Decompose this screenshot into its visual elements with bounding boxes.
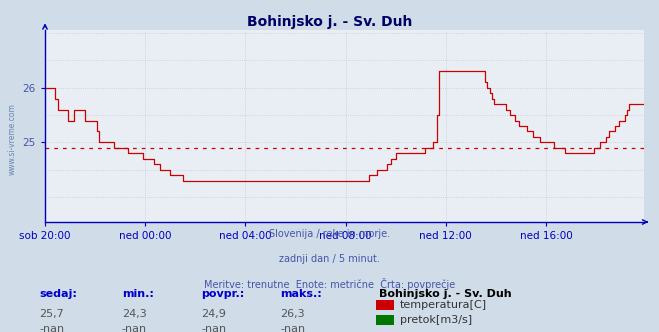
Text: -nan: -nan: [122, 324, 147, 332]
Text: 24,9: 24,9: [201, 309, 226, 319]
Text: Bohinjsko j. - Sv. Duh: Bohinjsko j. - Sv. Duh: [379, 289, 511, 299]
Text: 25,7: 25,7: [40, 309, 65, 319]
Text: sedaj:: sedaj:: [40, 289, 77, 299]
Text: maks.:: maks.:: [280, 289, 322, 299]
Text: zadnji dan / 5 minut.: zadnji dan / 5 minut.: [279, 254, 380, 264]
Text: -nan: -nan: [40, 324, 65, 332]
Text: Slovenija / reke in morje.: Slovenija / reke in morje.: [269, 229, 390, 239]
Text: 24,3: 24,3: [122, 309, 147, 319]
Text: povpr.:: povpr.:: [201, 289, 244, 299]
Text: -nan: -nan: [201, 324, 226, 332]
Text: Bohinjsko j. - Sv. Duh: Bohinjsko j. - Sv. Duh: [247, 15, 412, 29]
Text: -nan: -nan: [280, 324, 305, 332]
Text: temperatura[C]: temperatura[C]: [400, 300, 487, 310]
Text: www.si-vreme.com: www.si-vreme.com: [8, 104, 17, 175]
Text: pretok[m3/s]: pretok[m3/s]: [400, 315, 472, 325]
Text: min.:: min.:: [122, 289, 154, 299]
Text: 26,3: 26,3: [280, 309, 304, 319]
Text: Meritve: trenutne  Enote: metrične  Črta: povprečje: Meritve: trenutne Enote: metrične Črta: …: [204, 279, 455, 290]
